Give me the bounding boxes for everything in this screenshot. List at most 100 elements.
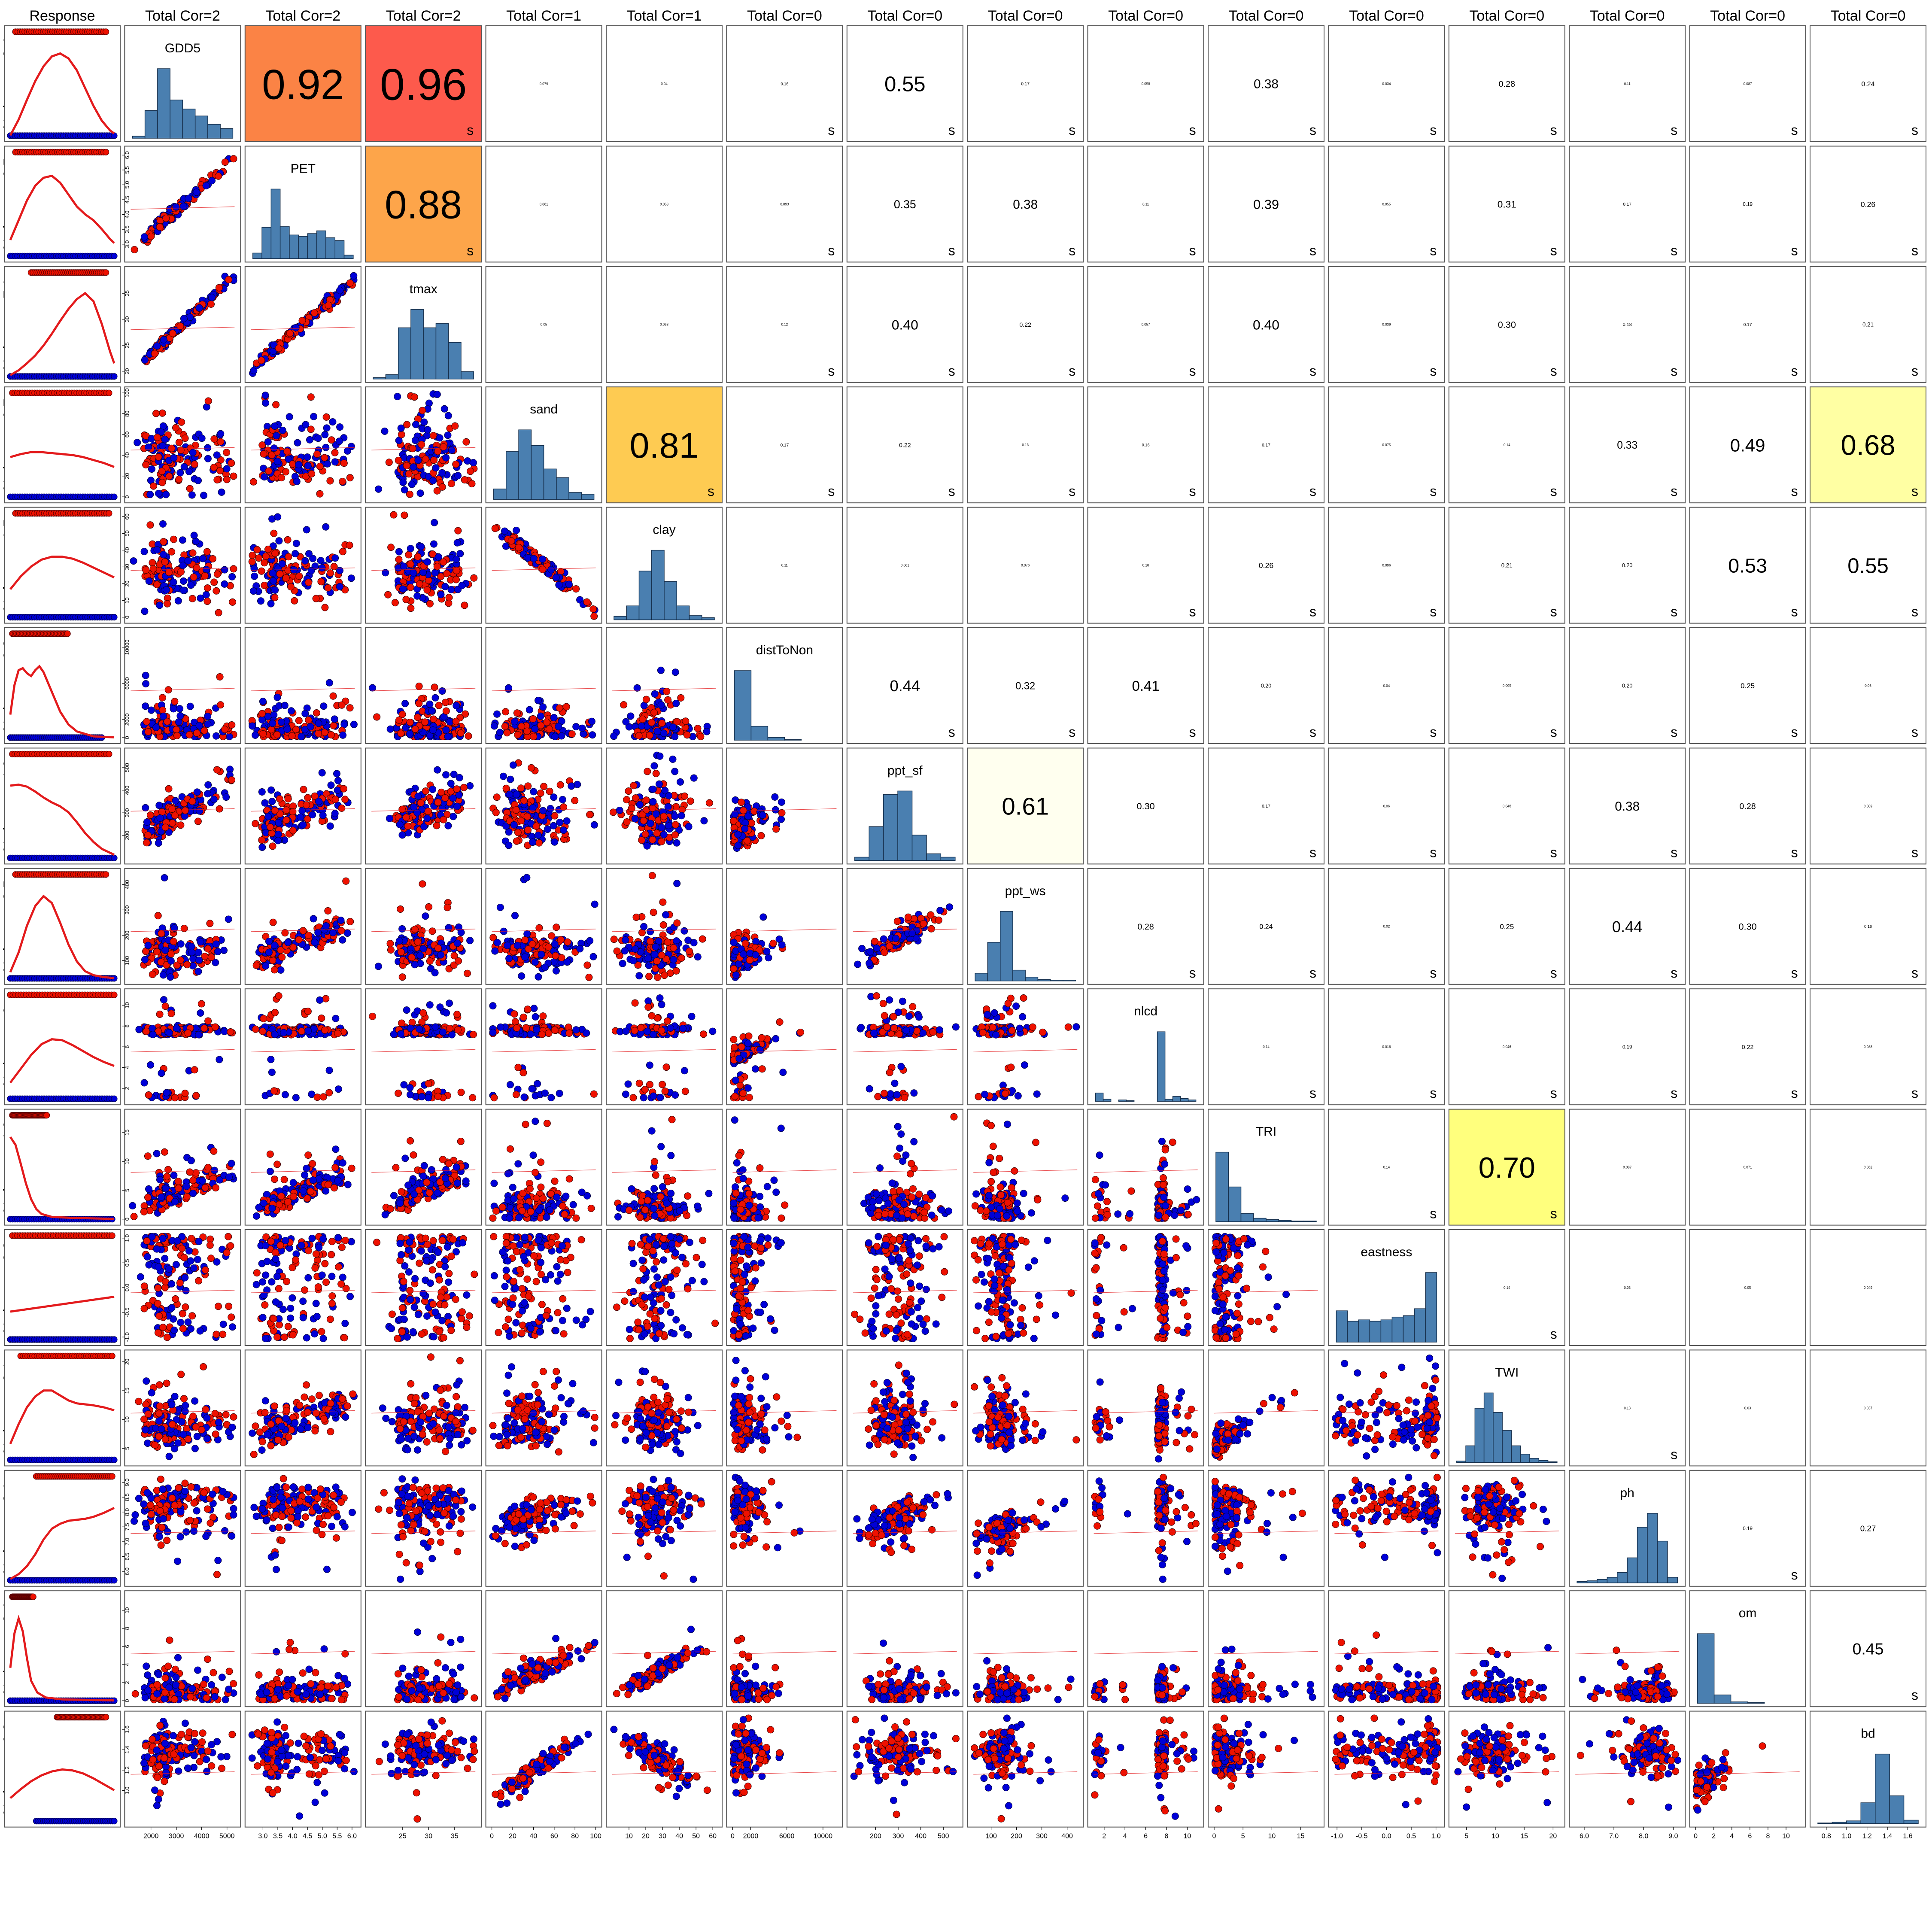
presence-point: [747, 819, 755, 827]
absence-point: [319, 811, 327, 819]
density-curve: [9, 174, 115, 244]
presence-point: [216, 673, 224, 680]
presence-point: [146, 521, 154, 529]
histogram-bar: [157, 68, 170, 139]
presence-point: [161, 823, 169, 831]
absence-point: [685, 823, 693, 830]
absence-point: [456, 774, 463, 781]
absence-point: [505, 841, 513, 849]
col-header-TRI: Total Cor=0: [1229, 8, 1304, 24]
presence-point: [288, 732, 296, 740]
correlation-value: 0.13: [1022, 443, 1029, 447]
absence-point: [578, 724, 586, 732]
absence-point: [410, 803, 418, 811]
absence-point: [318, 769, 326, 777]
absence-point: [278, 560, 286, 568]
correlation-value: 0.11: [1142, 202, 1149, 206]
presence-point: [442, 707, 450, 715]
scatter-panel: [244, 507, 361, 624]
absence-point: [204, 720, 212, 728]
correlation-value: 0.076: [1021, 563, 1030, 567]
histogram-bar: [506, 451, 519, 500]
significance-mark: s: [1309, 363, 1316, 379]
absence-point: [458, 582, 466, 589]
presence-point: [642, 796, 650, 804]
significance-mark: s: [1430, 483, 1437, 499]
histogram-bar: [398, 327, 411, 380]
correlation-panel: 0.81s: [606, 386, 723, 504]
scatter-panel: [244, 868, 361, 985]
presence-point: [213, 476, 221, 484]
histogram-bar: [626, 605, 640, 620]
scatter-panel: [124, 386, 241, 504]
absence-point: [445, 924, 453, 932]
presence-point: [532, 822, 540, 830]
histogram-bar: [581, 494, 595, 500]
presence-point: [440, 816, 447, 823]
histogram-bar: [940, 857, 956, 861]
absence-point: [194, 477, 202, 484]
absence-point: [153, 342, 161, 350]
presence-point: [190, 573, 197, 581]
correlation-value: 0.17: [1262, 443, 1270, 448]
presence-point: [540, 783, 548, 790]
y-tick-label: 30: [124, 316, 130, 322]
absence-point: [334, 777, 342, 784]
histogram-bar: [144, 110, 158, 139]
variable-name: ppt_sf: [887, 763, 923, 778]
presence-point: [520, 797, 528, 805]
presence-point: [402, 814, 410, 821]
absence-point: [111, 373, 118, 380]
absence-point: [327, 781, 335, 789]
correlation-value: 0.53: [1728, 554, 1767, 577]
presence-point: [183, 961, 191, 969]
presence-point: [303, 801, 310, 809]
absence-point: [202, 182, 210, 190]
presence-point: [261, 559, 268, 567]
presence-point: [223, 449, 231, 456]
absence-point: [249, 587, 257, 595]
presence-point: [215, 284, 223, 292]
absence-point: [193, 188, 200, 196]
correlation-value: 0.075: [1382, 443, 1391, 447]
presence-point: [411, 725, 419, 733]
correlation-panel: 0.32s: [967, 627, 1084, 744]
correlation-value: 0.16: [1142, 443, 1150, 447]
correlation-panel: 0.96s: [365, 25, 482, 142]
correlation-panel: 0.10s: [1087, 507, 1204, 624]
absence-point: [671, 668, 679, 676]
significance-mark: s: [1430, 604, 1437, 620]
absence-point: [431, 969, 439, 977]
absence-point: [188, 948, 196, 956]
correlation-panel: 0.14s: [1448, 386, 1565, 504]
presence-point: [252, 962, 260, 969]
histogram-bar: [518, 429, 532, 500]
significance-mark: s: [1791, 122, 1798, 138]
histogram-bar: [410, 309, 424, 380]
correlation-panel: 0.88s: [365, 146, 482, 263]
absence-point: [544, 826, 551, 833]
absence-point: [293, 478, 301, 485]
presence-point: [200, 727, 208, 735]
correlation-panel: 0.17s: [967, 25, 1084, 142]
presence-point: [230, 472, 237, 480]
response-panel-ppt_ws: [4, 868, 121, 985]
absence-point: [337, 917, 345, 924]
correlation-value: 0.05: [541, 323, 547, 327]
absence-point: [399, 479, 407, 486]
presence-point: [295, 936, 303, 944]
absence-point: [406, 730, 413, 738]
absence-point: [531, 958, 539, 966]
presence-point: [175, 475, 183, 483]
significance-mark: s: [1911, 243, 1918, 258]
y-tick-label: 400: [124, 786, 130, 795]
scatter-panel: [244, 747, 361, 865]
presence-point: [252, 820, 259, 827]
presence-point: [103, 871, 109, 878]
col-header-GDD5: Total Cor=2: [145, 8, 220, 24]
absence-point: [292, 324, 300, 331]
absence-point: [505, 955, 513, 962]
absence-point: [550, 793, 558, 801]
absence-point: [200, 492, 207, 499]
presence-point: [652, 770, 660, 778]
